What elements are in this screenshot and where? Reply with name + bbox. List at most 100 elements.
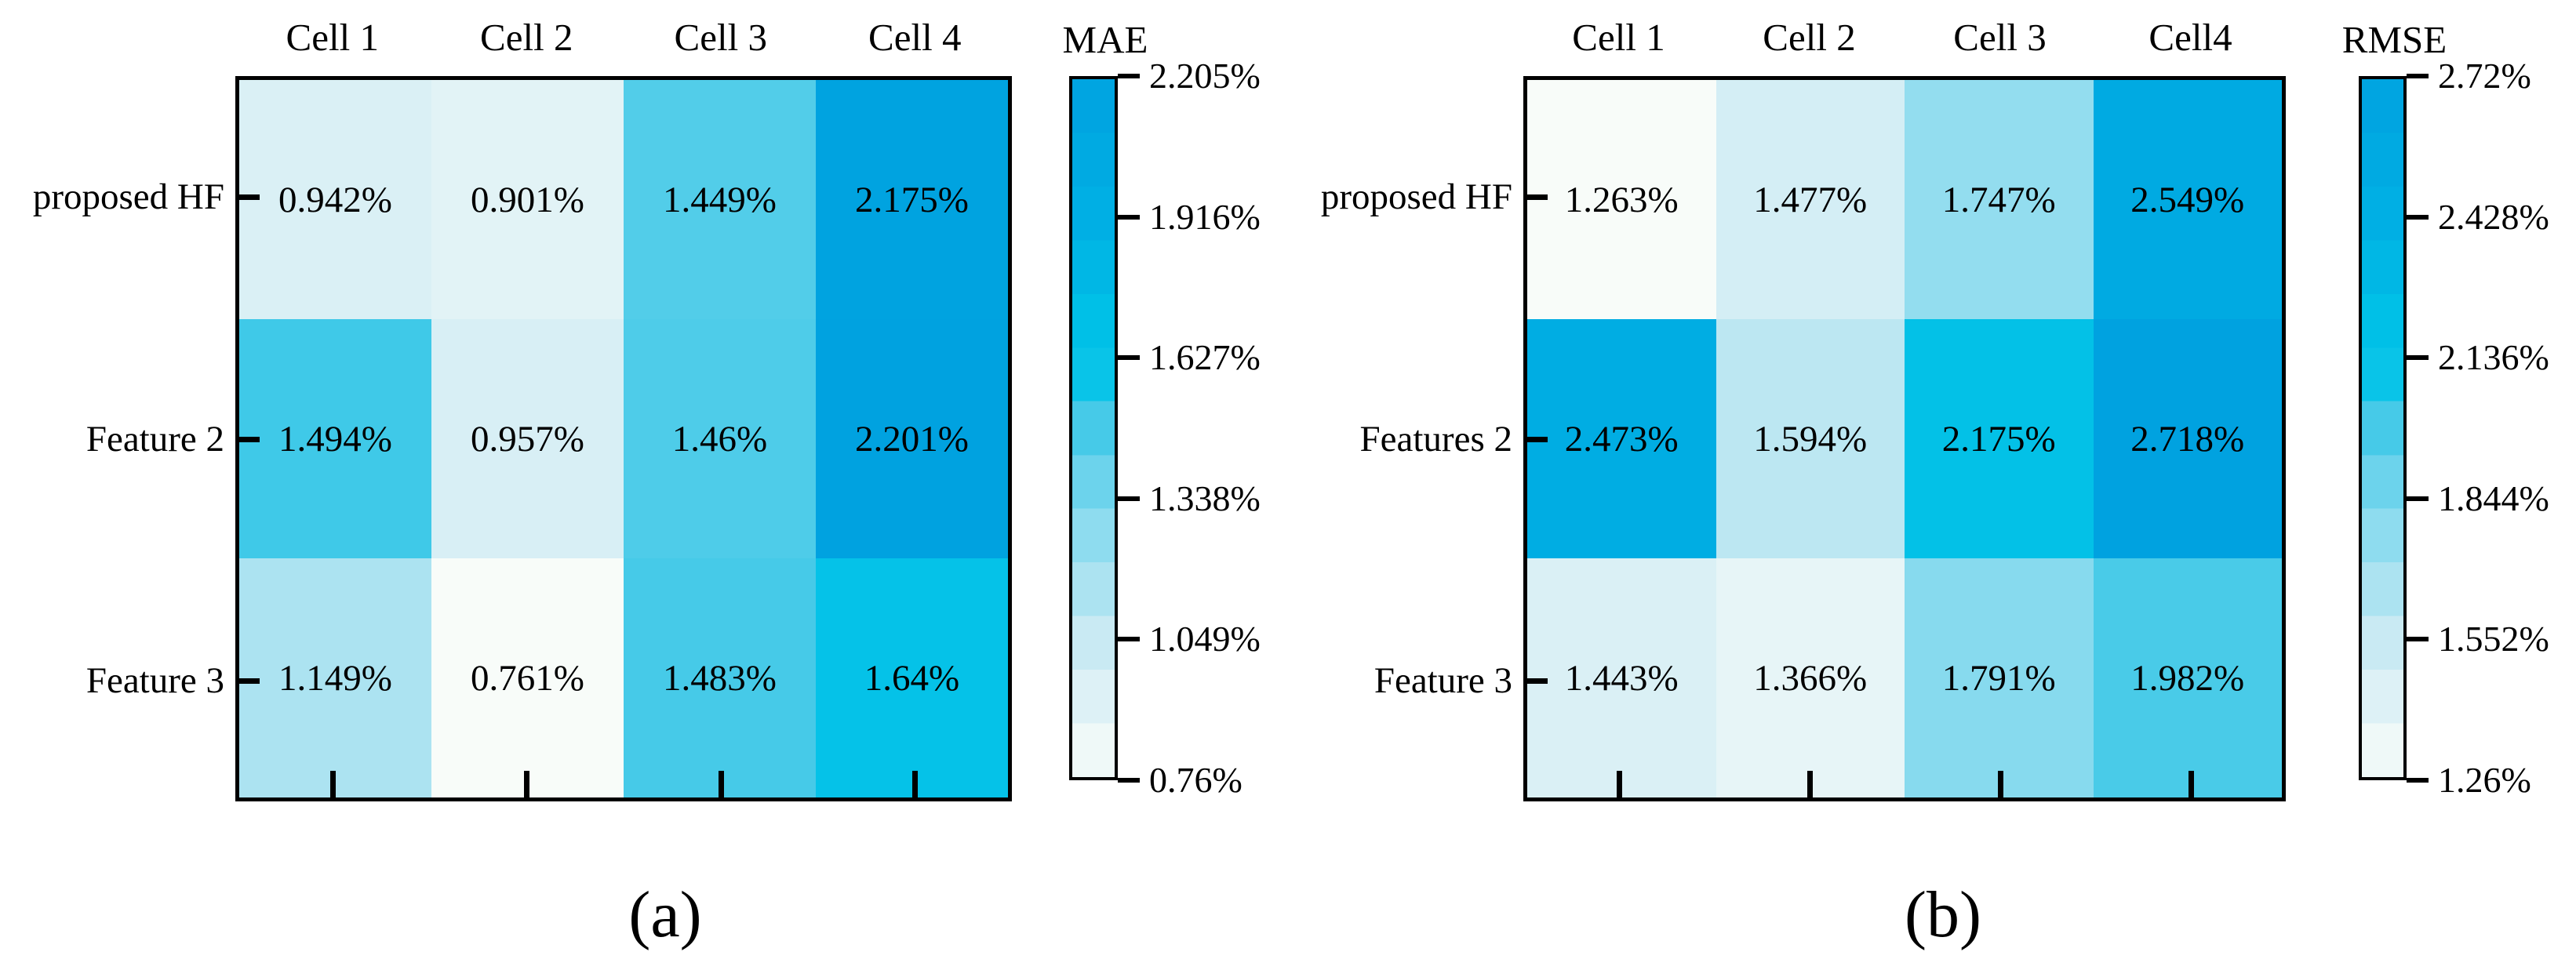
colorbar [2359,76,2407,780]
heatmap-cell: 2.175% [1905,319,2094,558]
colorbar-tick-label: 1.552% [2438,619,2549,659]
panel-b-caption: (b) [1905,878,1981,951]
row-label: proposed HF [32,176,224,218]
colorbar-tick [1118,637,1140,642]
y-axis-tick [1527,194,1548,201]
y-axis-tick [1527,436,1548,442]
y-axis-tick [239,678,260,684]
heatmap-cell-value: 1.149% [278,657,392,699]
colorbar-tick [2407,778,2429,783]
colorbar-tick [1118,778,1140,783]
column-header: Cell 2 [1763,16,1856,59]
colorbar-tick [1118,496,1140,501]
x-axis-tick [1616,771,1622,797]
y-axis-tick [1527,678,1548,684]
heatmap-cell-value: 2.718% [2130,418,2245,460]
row-label: Feature 3 [1374,659,1512,701]
heatmap-cell-value: 1.449% [663,179,777,220]
heatmap-cell-value: 0.942% [278,179,392,220]
colorbar-tick [2407,637,2429,642]
heatmap-cell: 1.64% [816,558,1008,797]
column-header: Cell 4 [868,16,962,59]
heatmap-cell: 2.473% [1527,319,1716,558]
heatmap-cell: 1.594% [1716,319,1905,558]
column-header: Cell 3 [1953,16,2047,59]
heatmap-grid: 1.263% 1.477% 1.747% 2.549% 2.473% 1.594% 2.17… [1523,76,2286,801]
heatmap-cell: 1.747% [1905,80,2094,319]
heatmap-cell-value: 0.761% [471,657,584,699]
column-header: Cell 1 [1572,16,1665,59]
colorbar-tick [1118,74,1140,78]
colorbar-tick-label: 0.76% [1149,760,1243,800]
colorbar-tick-label: 1.627% [1149,337,1261,378]
row-label: Feature 3 [86,659,224,701]
heatmap-cell: 1.449% [624,80,816,319]
x-axis-tick [1997,771,2003,797]
heatmap-cell-value: 2.549% [2130,179,2245,220]
heatmap-cell-value: 1.366% [1753,657,1868,699]
heatmap-cell-value: 1.594% [1753,418,1868,460]
heatmap-cell: 1.149% [239,558,431,797]
colorbar-tick [2407,496,2429,501]
heatmap-cell-value: 1.263% [1564,179,1679,220]
colorbar-tick-label: 1.338% [1149,478,1261,518]
heatmap-cell-value: 1.64% [864,657,960,699]
colorbar-tick-label: 1.916% [1149,196,1261,237]
colorbar [1069,76,1118,780]
heatmap-cell-value: 1.982% [2130,657,2245,699]
heatmap-cell-value: 1.443% [1564,657,1679,699]
heatmap-cell-value: 0.901% [471,179,584,220]
row-label: Features 2 [1359,418,1512,460]
colorbar-tick-label: 1.26% [2438,760,2531,800]
heatmap-cell: 2.201% [816,319,1008,558]
colorbar-tick [2407,74,2429,78]
heatmap-cell: 0.957% [431,319,624,558]
heatmap-grid: 0.942% 0.901% 1.449% 2.175% 1.494% 0.957% 1.46… [235,76,1012,801]
colorbar-tick [2407,355,2429,361]
heatmap-cell-value: 1.791% [1941,657,2056,699]
heatmap-cell: 0.901% [431,80,624,319]
heatmap-cell-value: 0.957% [471,418,584,460]
heatmap-cell: 1.791% [1905,558,2094,797]
colorbar-tick-label: 1.844% [2438,478,2549,518]
heatmap-cell-value: 1.46% [671,418,768,460]
heatmap-cell: 1.982% [2093,558,2282,797]
heatmap-cell: 2.718% [2093,319,2282,558]
colorbar-tick-label: 2.205% [1149,56,1261,96]
heatmap-cell: 1.366% [1716,558,1905,797]
column-header: Cell4 [2148,16,2232,59]
heatmap-cell: 1.263% [1527,80,1716,319]
x-axis-tick [2188,771,2194,797]
y-axis-tick [239,194,260,201]
heatmap-cell: 0.942% [239,80,431,319]
heatmap-cell: 1.443% [1527,558,1716,797]
column-header: Cell 3 [674,16,767,59]
heatmap-cell-value: 2.175% [1941,418,2056,460]
heatmap-cell-value: 1.747% [1941,179,2056,220]
heatmap-cell: 2.549% [2093,80,2282,319]
panel-a-caption: (a) [628,878,702,951]
heatmap-cell: 1.477% [1716,80,1905,319]
heatmap-cell-value: 2.473% [1564,418,1679,460]
heatmap-cell-value: 2.201% [855,418,969,460]
colorbar-tick [1118,355,1140,361]
x-axis-tick [524,771,530,797]
colorbar-tick-label: 2.136% [2438,337,2549,378]
heatmap-cell: 2.175% [816,80,1008,319]
heatmap-cell: 1.46% [624,319,816,558]
heatmap-cell-value: 1.477% [1753,179,1868,220]
heatmap-cell-value: 1.494% [278,418,392,460]
colorbar-tick [2407,214,2429,220]
column-header: Cell 2 [480,16,573,59]
heatmap-cell: 1.494% [239,319,431,558]
heatmap-cell-value: 2.175% [855,179,969,220]
heatmap-cell: 1.483% [624,558,816,797]
row-label: Feature 2 [86,418,224,460]
x-axis-tick [1806,771,1813,797]
heatmap-cell-value: 1.483% [663,657,777,699]
colorbar-tick [1118,214,1140,220]
y-axis-tick [239,436,260,442]
colorbar-tick-label: 1.049% [1149,619,1261,659]
colorbar-title: RMSE [2341,18,2447,61]
column-header: Cell 1 [286,16,379,59]
